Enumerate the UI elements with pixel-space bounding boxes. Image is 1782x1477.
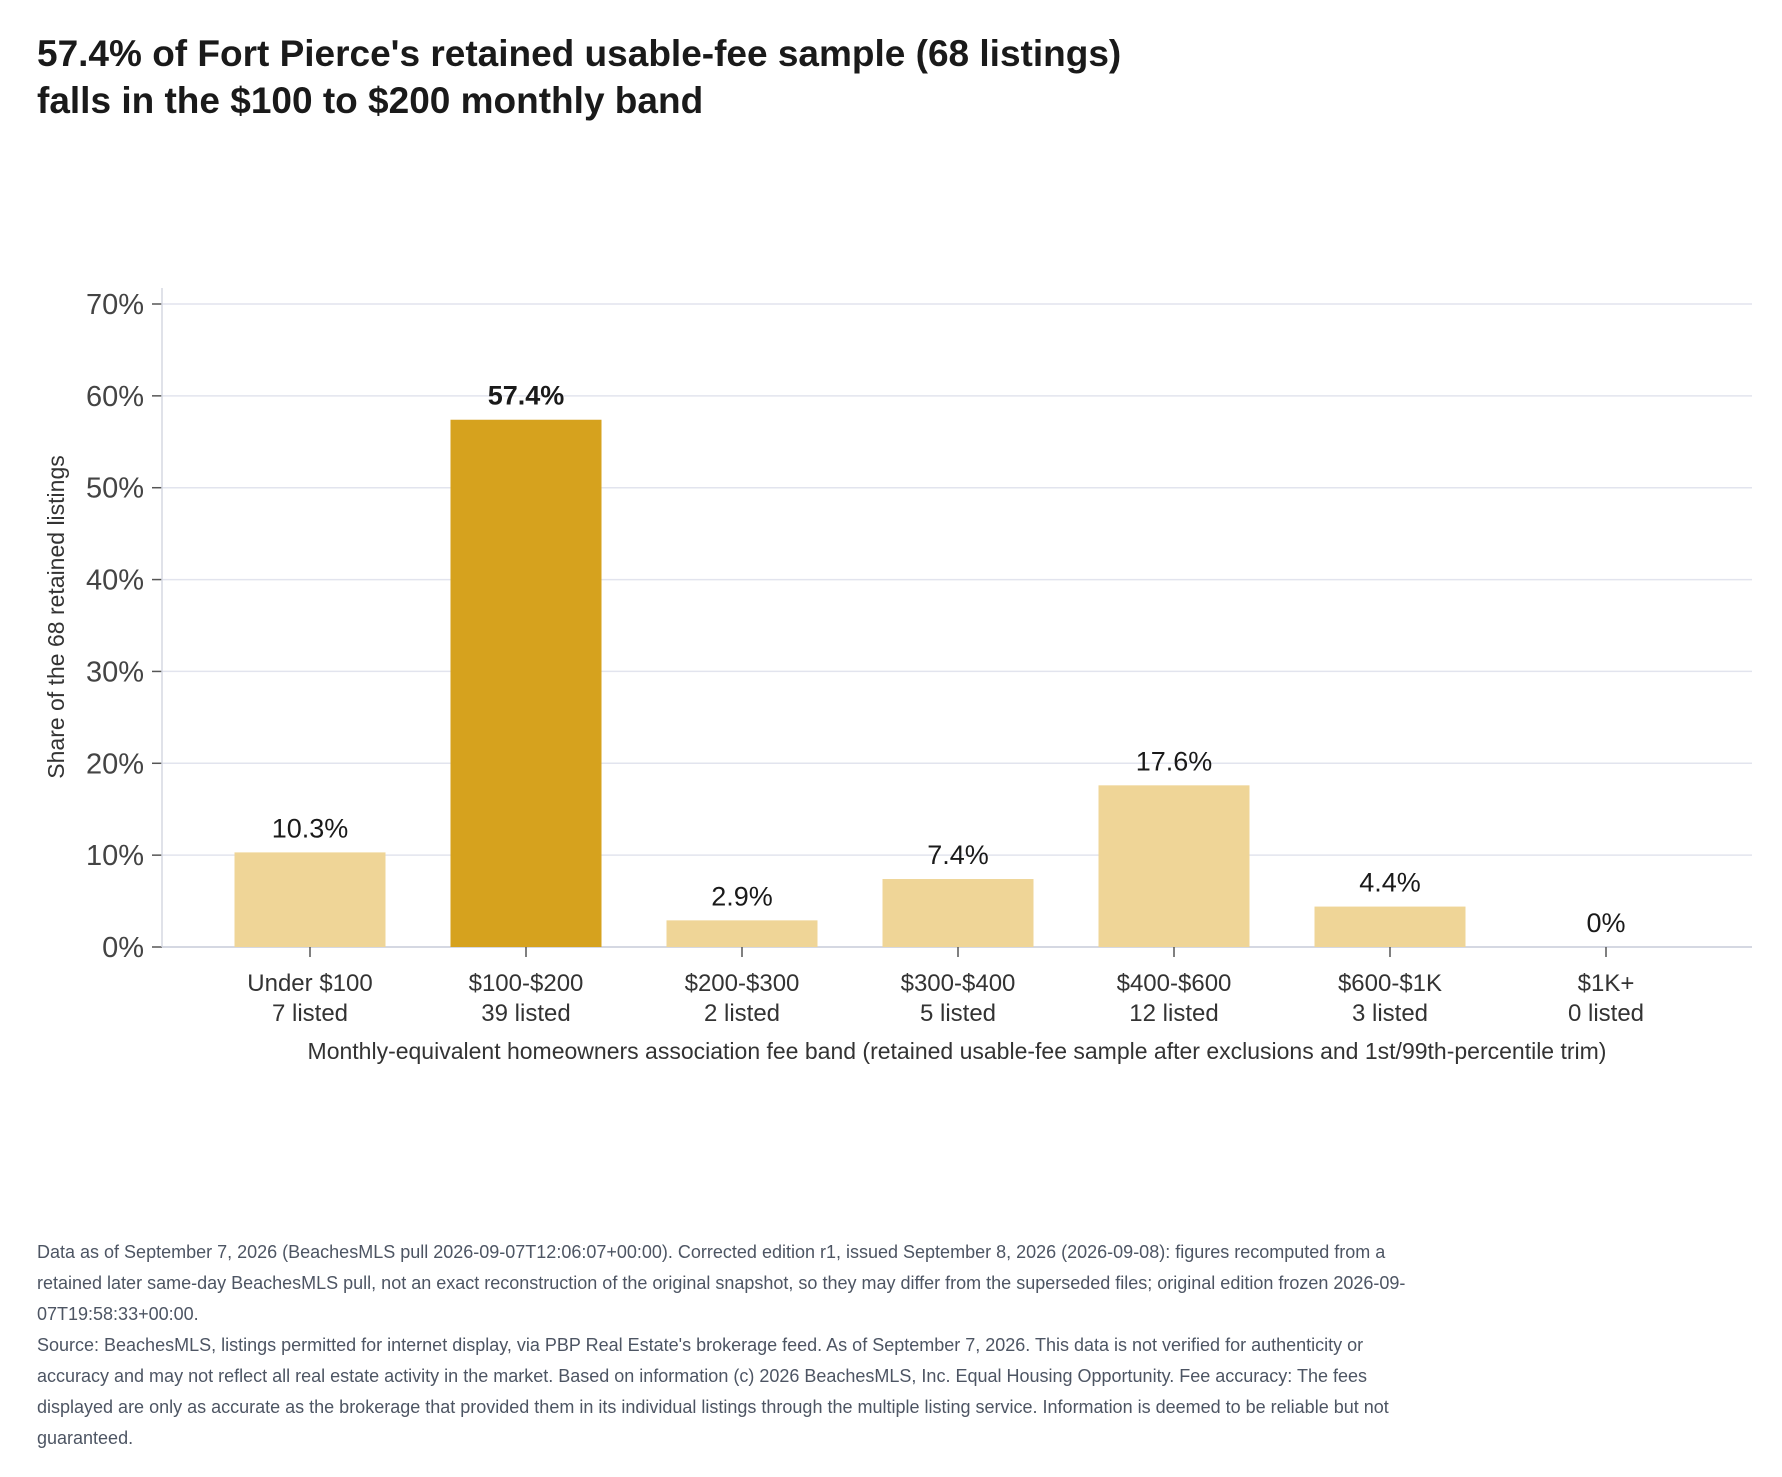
x-tick-label: $300-$400 <box>901 970 1016 997</box>
x-tick-label: Under $100 <box>247 970 372 997</box>
bar <box>1098 785 1250 947</box>
x-tick-count-label: 12 listed <box>1129 1000 1218 1027</box>
bar <box>234 852 386 947</box>
chart-title: 57.4% of Fort Pierce's retained usable-f… <box>37 30 1737 124</box>
bar-value-label: 7.4% <box>927 840 989 870</box>
y-tick-label: 70% <box>86 289 144 321</box>
bar-value-label: 17.6% <box>1136 746 1213 776</box>
x-tick-count-label: 39 listed <box>481 1000 570 1027</box>
bar-value-label: 0% <box>1586 908 1625 938</box>
bar <box>450 419 602 947</box>
bar-value-label: 2.9% <box>711 881 773 911</box>
y-tick-label: 40% <box>86 565 144 597</box>
x-tick-count-label: 2 listed <box>704 1000 780 1027</box>
x-tick-label: $1K+ <box>1578 970 1635 997</box>
chart-title-line-1: 57.4% of Fort Pierce's retained usable-f… <box>37 33 1122 74</box>
x-tick-label: $600-$1K <box>1338 970 1442 997</box>
bar <box>666 920 818 947</box>
chart-title-line-2: falls in the $100 to $200 monthly band <box>37 80 704 121</box>
bar <box>882 879 1034 947</box>
bar-value-label: 10.3% <box>272 813 349 843</box>
y-tick-label: 30% <box>86 656 144 688</box>
bar-chart: 0% 10% 20% 30% 40% 50% 60% 70% 10.3% Under $100 7 … <box>43 288 1752 1064</box>
x-tick-count-label: 7 listed <box>272 1000 348 1027</box>
bar-value-label: 4.4% <box>1359 868 1421 898</box>
y-tick-label: 10% <box>86 840 144 872</box>
y-tick-label: 50% <box>86 473 144 505</box>
x-tick-count-label: 3 listed <box>1352 1000 1428 1027</box>
bar-value-label: 57.4% <box>488 381 565 411</box>
footnote-data-note: Data as of September 7, 2026 (BeachesMLS… <box>37 1242 1406 1324</box>
y-tick-label: 60% <box>86 381 144 413</box>
x-tick-label: $200-$300 <box>685 970 800 997</box>
x-tick-count-label: 5 listed <box>920 1000 996 1027</box>
y-tick-label: 0% <box>102 932 144 964</box>
x-tick-label: $100-$200 <box>469 970 584 997</box>
footnote-source: Source: BeachesMLS, listings permitted f… <box>37 1335 1389 1448</box>
x-tick-label: $400-$600 <box>1117 970 1232 997</box>
bar <box>1314 906 1466 947</box>
x-tick-count-label: 0 listed <box>1568 1000 1644 1027</box>
footnote: Data as of September 7, 2026 (BeachesMLS… <box>37 1237 1417 1454</box>
x-axis-title: Monthly-equivalent homeowners associatio… <box>308 1038 1607 1064</box>
y-tick-label: 20% <box>86 748 144 780</box>
y-axis-title: Share of the 68 retained listings <box>43 455 69 778</box>
